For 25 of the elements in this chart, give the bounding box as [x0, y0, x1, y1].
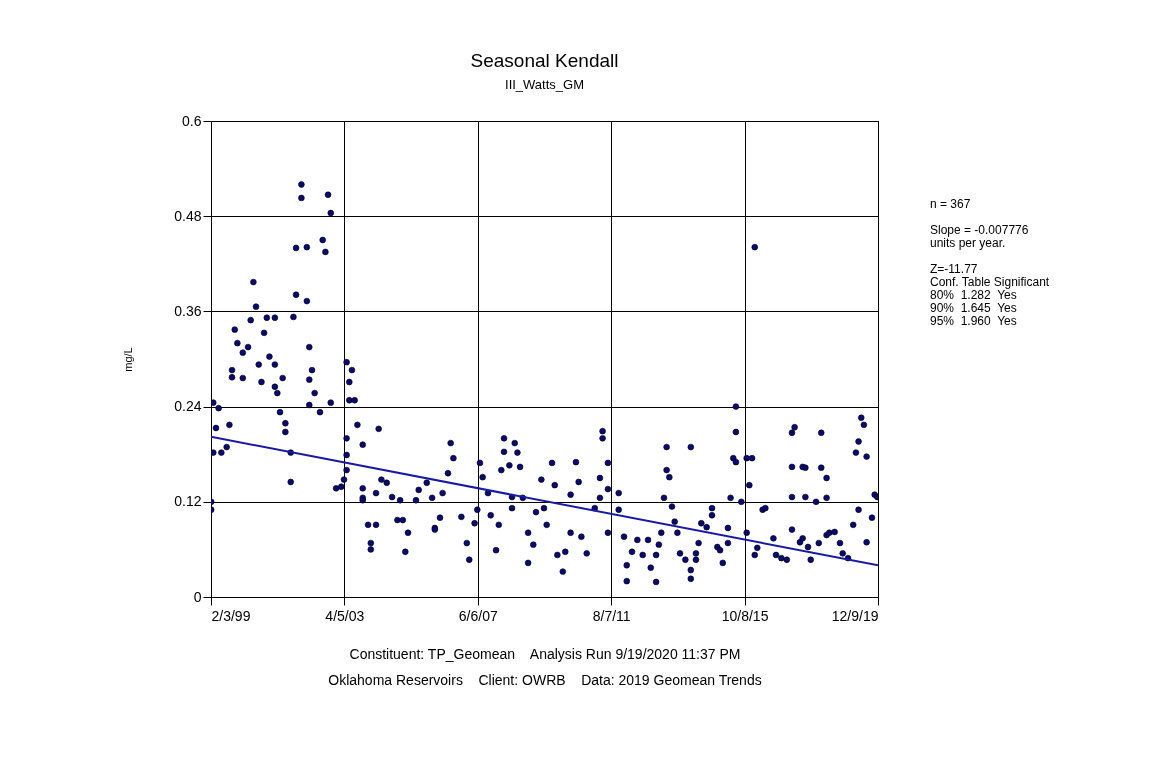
x-tick-label: 12/9/19: [831, 607, 879, 624]
text: n = 367: [930, 197, 972, 211]
x-tick-label: 4/5/03: [325, 607, 365, 624]
y-tick-label: 0.24: [174, 398, 202, 415]
text: units per year.: [930, 236, 1007, 250]
y-tick-label: 0.36: [174, 302, 202, 319]
y-tick-label: 0.12: [174, 493, 202, 510]
chart-title: Seasonal Kendall: [470, 50, 619, 71]
y-tick-label: 0.48: [174, 207, 202, 224]
x-tick-label: 8/7/11: [592, 607, 631, 624]
text: Oklahoma Reservoirs Client: OWRB Data: 2019 Geomean Trends: [327, 671, 763, 690]
x-tick-label: 6/6/07: [458, 607, 498, 624]
y-axis-title: mg/L: [122, 347, 135, 372]
text: 80% 1.282 Yes: [930, 288, 1017, 302]
x-tick-label: 10/8/15: [721, 607, 769, 624]
text: Conf. Table Significant: [930, 275, 1050, 289]
text: Z=-11.77: [930, 262, 979, 276]
text: Constituent: TP_Geomean Analysis Run 9/19/2020 11:37 PM: [348, 645, 742, 664]
x-tick-label: 2/3/99: [211, 607, 251, 624]
y-tick-label: 0: [193, 588, 202, 605]
text: 90% 1.645 Yes: [930, 301, 1018, 315]
text: Slope = -0.007776: [930, 223, 1030, 237]
text: 95% 1.960 Yes: [930, 314, 1018, 328]
chart-subtitle: III_Watts_GM: [505, 77, 584, 92]
y-tick-label: 0.6: [182, 112, 202, 129]
